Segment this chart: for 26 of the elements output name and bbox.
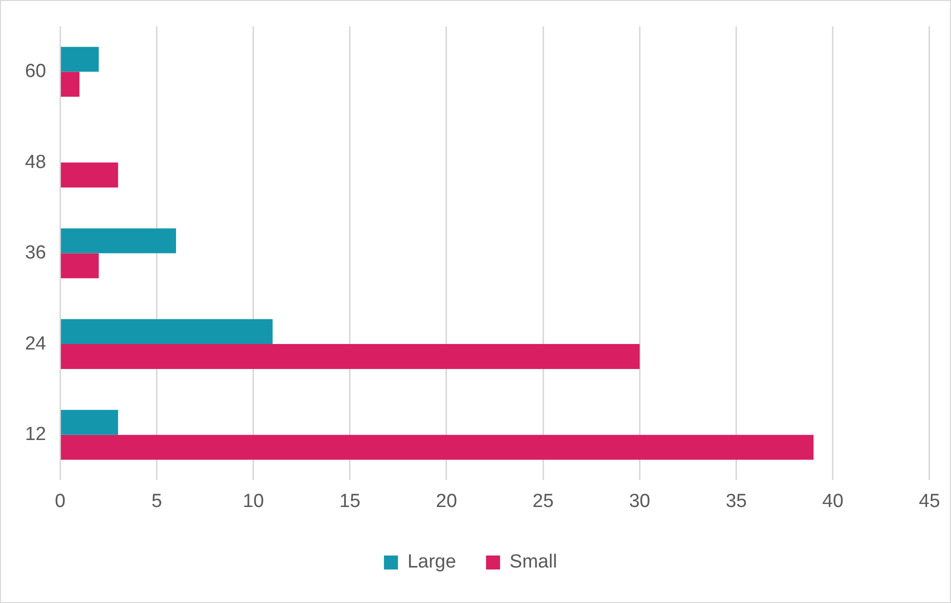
x-tick-label: 40 [822,490,844,512]
y-tick-label: 36 [24,242,46,264]
x-tick-label: 35 [726,490,747,512]
bar [60,410,118,435]
legend-label: Small [510,552,558,573]
bar [60,228,176,254]
y-tick-label: 48 [24,152,46,173]
bar [60,319,273,344]
x-tick-label: 25 [532,490,554,512]
y-tick-label: 24 [24,333,47,354]
x-tick-label: 30 [629,490,650,512]
bar [60,46,99,72]
y-tick-label: 12 [24,424,46,446]
x-tick-label: 5 [151,490,162,512]
y-tick-label: 60 [24,61,46,82]
x-tick-label: 20 [436,490,458,512]
legend-label: Large [407,552,456,573]
bar [60,72,80,97]
bar [60,434,814,460]
bar [60,253,99,278]
x-tick-label: 10 [242,490,264,512]
x-tick-label: 45 [918,490,940,512]
x-tick-label: 0 [54,490,66,512]
bar [60,344,640,370]
x-tick-label: 15 [339,490,360,512]
bar [60,162,118,188]
